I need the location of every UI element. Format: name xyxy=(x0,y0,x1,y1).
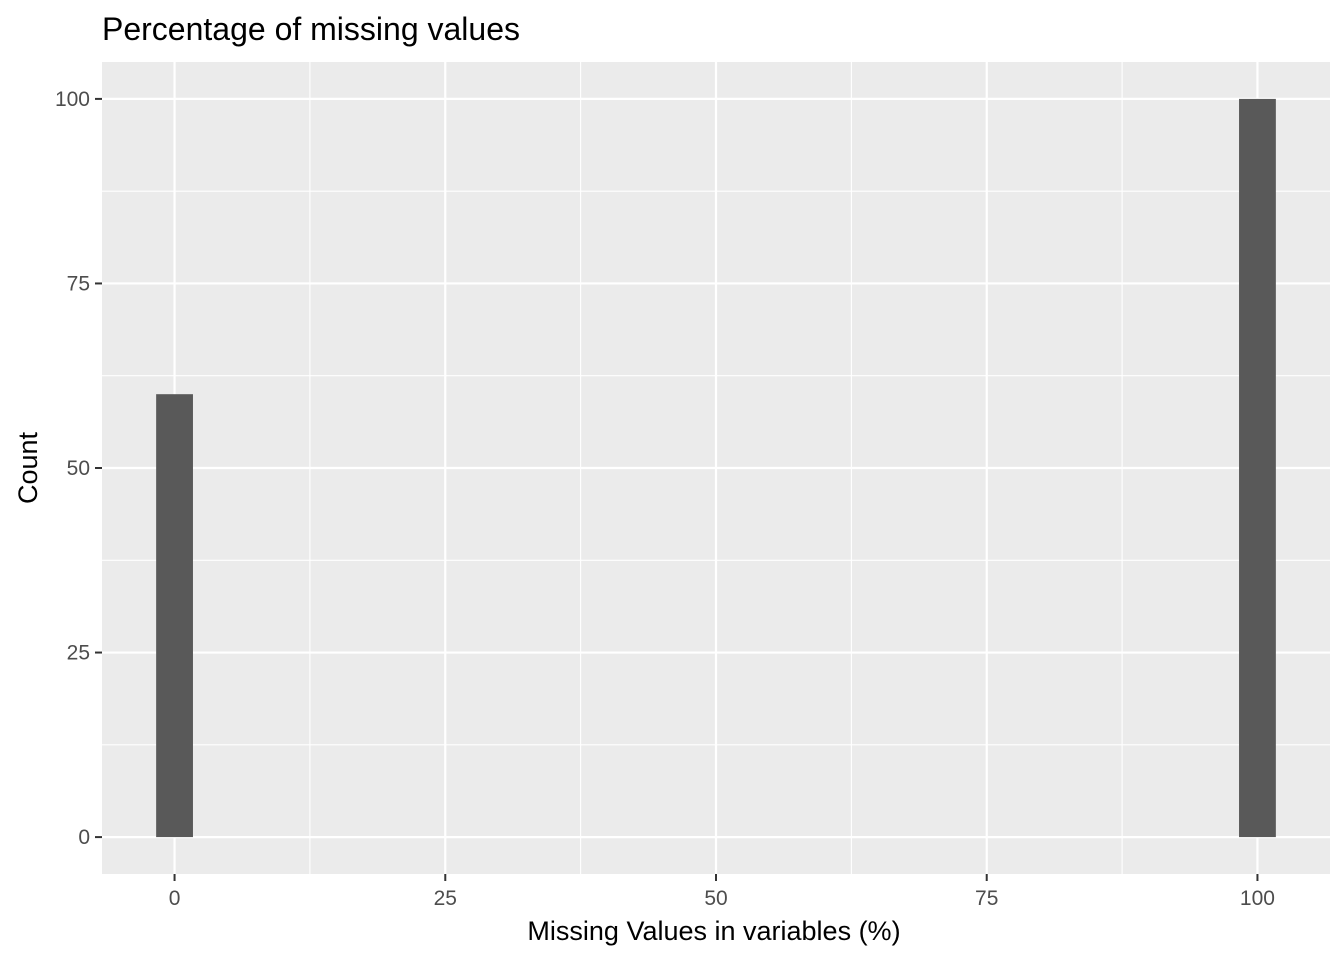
axis-ticks xyxy=(95,97,1259,881)
major-gridlines xyxy=(102,62,1330,874)
y-axis-title: Count xyxy=(13,431,43,504)
y-tick-label: 100 xyxy=(55,88,90,111)
histogram-bar xyxy=(1239,98,1276,838)
x-tick-label: 100 xyxy=(1240,887,1275,910)
y-tick-label: 50 xyxy=(67,457,90,480)
histogram-bar xyxy=(156,394,193,838)
axis-tick-labels: 0 25 50 75 100 0 25 50 75 100 xyxy=(55,88,1275,910)
y-tick-label: 75 xyxy=(67,272,90,295)
x-tick-label: 0 xyxy=(169,887,181,910)
x-tick-label: 50 xyxy=(704,887,727,910)
histogram-bars xyxy=(156,98,1276,838)
x-tick-label: 75 xyxy=(975,887,998,910)
y-tick-label: 25 xyxy=(67,642,90,665)
x-tick-label: 25 xyxy=(434,887,457,910)
chart-title: Percentage of missing values xyxy=(102,11,520,47)
y-tick-label: 0 xyxy=(78,826,90,849)
x-axis-title: Missing Values in variables (%) xyxy=(527,916,900,946)
